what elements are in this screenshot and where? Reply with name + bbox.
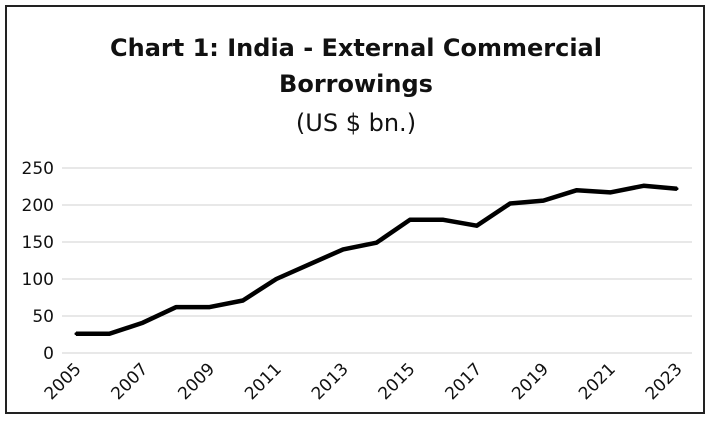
data-point-2018 <box>508 202 512 206</box>
series-layer <box>74 183 679 337</box>
gridlines <box>62 167 692 354</box>
x-tick-label: 2013 <box>308 359 353 404</box>
x-tick-label: 2015 <box>375 359 420 404</box>
data-point-2012 <box>308 262 312 266</box>
x-tick-label: 2005 <box>41 359 86 404</box>
data-point-2017 <box>475 224 479 228</box>
data-point-2023 <box>675 187 679 191</box>
x-tick-label: 2023 <box>642 359 687 404</box>
chart-title: Chart 1: India - External Commercial Borr… <box>110 34 602 98</box>
y-tick-label: 50 <box>32 307 54 327</box>
x-axis-ticks: 2005 2007 2009 2011 2013 2015 2017 2019 2021 2023 <box>41 359 687 404</box>
x-tick-label: 2021 <box>575 359 620 404</box>
x-tick-label: 2019 <box>508 359 553 404</box>
y-tick-label: 0 <box>43 344 54 364</box>
data-point-2011 <box>274 277 278 281</box>
y-tick-label: 150 <box>22 233 54 253</box>
data-point-2016 <box>441 218 445 222</box>
data-point-2010 <box>241 298 245 302</box>
data-point-2008 <box>174 305 178 309</box>
data-point-2014 <box>375 241 378 245</box>
y-tick-label: 100 <box>22 270 54 290</box>
data-point-2009 <box>208 305 212 309</box>
y-tick-label: 250 <box>22 159 54 179</box>
series-line-0 <box>76 183 678 337</box>
x-tick-label: 2011 <box>241 359 286 404</box>
data-point-2006 <box>107 332 111 336</box>
y-tick-label: 200 <box>22 196 54 216</box>
data-point-2021 <box>608 190 612 194</box>
x-tick-label: 2009 <box>174 359 219 404</box>
chart-subtitle: (US $ bn.) <box>295 109 417 137</box>
data-point-2019 <box>541 199 545 203</box>
data-point-2007 <box>141 321 145 325</box>
data-point-2013 <box>341 247 345 251</box>
chart-frame <box>5 5 705 414</box>
data-point-2015 <box>408 218 412 222</box>
data-point-2020 <box>575 188 579 192</box>
y-axis-ticks: 0 50 100 150 200 250 <box>22 159 54 364</box>
data-point-2005 <box>74 332 78 336</box>
data-point-2022 <box>642 184 646 188</box>
x-tick-label: 2017 <box>441 359 486 404</box>
x-tick-label: 2007 <box>108 359 153 404</box>
